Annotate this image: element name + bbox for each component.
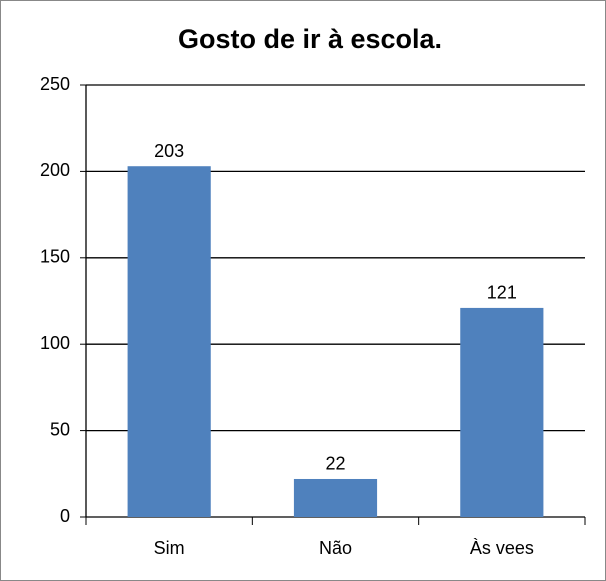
y-tick-label: 200 xyxy=(40,160,70,180)
y-tick-label: 100 xyxy=(40,333,70,353)
data-label: 22 xyxy=(325,454,345,474)
y-tick-label: 250 xyxy=(40,74,70,94)
y-tick-label: 50 xyxy=(50,419,70,439)
bar xyxy=(460,307,544,517)
data-label: 203 xyxy=(154,141,184,161)
x-tick-label: Sim xyxy=(154,538,185,558)
chart-title: Gosto de ir à escola. xyxy=(178,24,442,54)
x-tick-label: Às vees xyxy=(470,538,534,558)
y-tick-label: 0 xyxy=(60,506,70,526)
y-tick-label: 150 xyxy=(40,247,70,267)
data-label: 121 xyxy=(487,283,517,303)
bar xyxy=(293,478,378,517)
x-tick-label: Não xyxy=(319,538,352,558)
bar xyxy=(127,166,211,517)
